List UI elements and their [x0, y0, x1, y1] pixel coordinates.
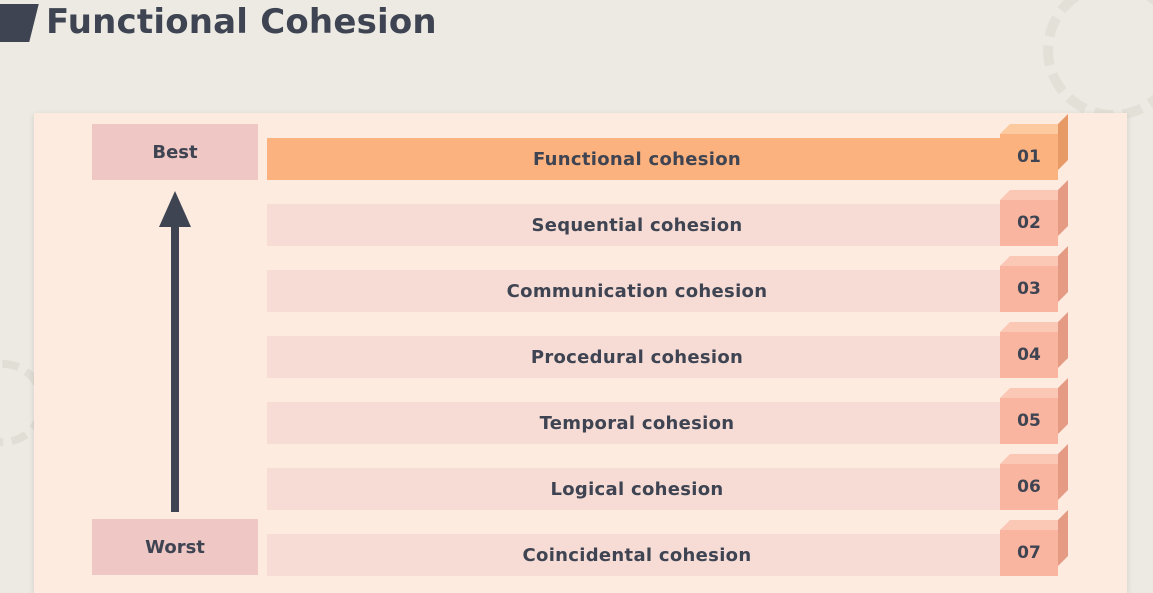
- level-number-box: 02: [1000, 180, 1068, 246]
- level-label: Temporal cohesion: [539, 412, 735, 434]
- level-label: Communication cohesion: [506, 280, 768, 302]
- level-row-coincidental: Coincidental cohesion: [267, 534, 1007, 576]
- slide-title: Functional Cohesion: [46, 2, 437, 42]
- best-label: Best: [92, 124, 258, 180]
- title-tab-shape: [0, 4, 39, 42]
- level-label: Procedural cohesion: [530, 346, 744, 368]
- arrow-up-icon: [159, 191, 191, 227]
- level-number: 04: [1000, 332, 1058, 378]
- level-number-box: 06: [1000, 444, 1068, 510]
- worst-label: Worst: [92, 519, 258, 575]
- level-row-temporal: Temporal cohesion: [267, 402, 1007, 444]
- level-label: Coincidental cohesion: [522, 544, 752, 566]
- level-number: 02: [1000, 200, 1058, 246]
- gear-decoration-icon: [1043, 0, 1153, 120]
- level-row-logical: Logical cohesion: [267, 468, 1007, 510]
- level-label: Sequential cohesion: [531, 214, 743, 236]
- level-row-functional: Functional cohesion: [267, 138, 1007, 180]
- level-number-box: 07: [1000, 510, 1068, 576]
- level-number: 07: [1000, 530, 1058, 576]
- level-row-procedural: Procedural cohesion: [267, 336, 1007, 378]
- level-label: Functional cohesion: [532, 148, 742, 170]
- level-number: 06: [1000, 464, 1058, 510]
- level-number: 05: [1000, 398, 1058, 444]
- level-label: Logical cohesion: [550, 478, 724, 500]
- level-row-communication: Communication cohesion: [267, 270, 1007, 312]
- level-number-box: 04: [1000, 312, 1068, 378]
- level-number-box: 01: [1000, 114, 1068, 180]
- level-number: 01: [1000, 134, 1058, 180]
- level-row-sequential: Sequential cohesion: [267, 204, 1007, 246]
- level-number-box: 03: [1000, 246, 1068, 312]
- arrow-shaft: [171, 226, 179, 512]
- level-number-box: 05: [1000, 378, 1068, 444]
- level-number: 03: [1000, 266, 1058, 312]
